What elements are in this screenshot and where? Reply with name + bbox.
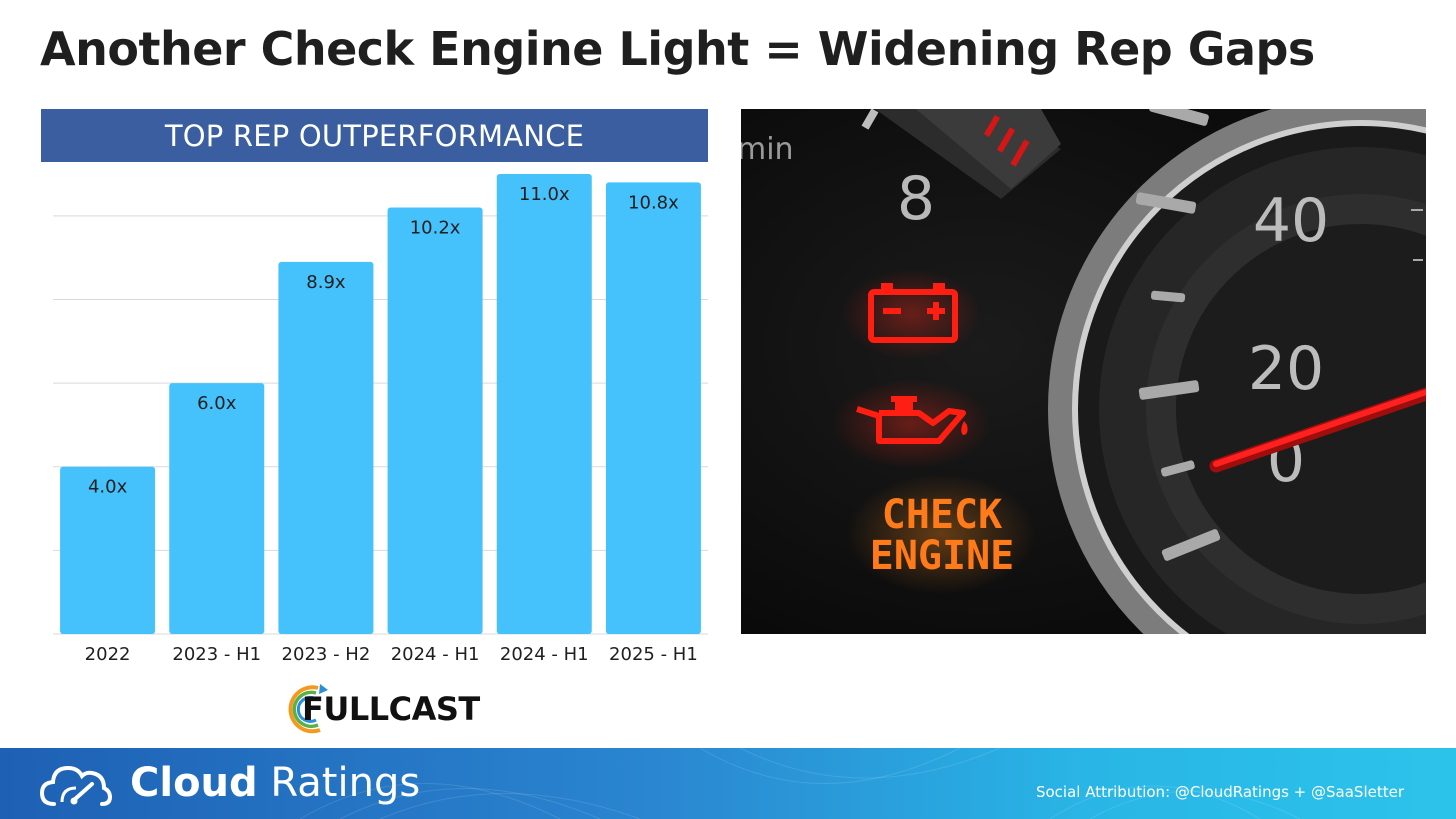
grid-lines: [53, 215, 708, 635]
data-label: 11.0x: [519, 184, 570, 205]
oil-pressure-icon: [856, 396, 968, 444]
check-engine-line1: CHECK: [882, 492, 1002, 538]
data-label: 6.0x: [197, 393, 237, 414]
fullcast-logo: FULLCAST: [286, 682, 516, 736]
data-label: 10.8x: [628, 192, 679, 213]
cloud-gauge-icon: [40, 765, 112, 806]
x-tick-label: 2023 - H2: [282, 644, 371, 665]
speedometer-needle: [1209, 387, 1426, 473]
chart-title: TOP REP OUTPERFORMANCE: [41, 109, 708, 162]
check-engine-line2: ENGINE: [870, 533, 1015, 579]
dashboard-photo: 8 min 40 20 0: [741, 109, 1426, 634]
speedometer-ticks: [1135, 109, 1221, 561]
cloud-ratings-logo: Cloud Ratings: [130, 760, 420, 806]
brand-bold: Cloud: [130, 760, 258, 806]
x-tick-label: 2024 - H1: [391, 644, 480, 665]
bar: [60, 466, 156, 634]
bar: [387, 207, 483, 635]
footer-pattern: [299, 748, 1301, 819]
bars: [60, 174, 701, 635]
bar-chart: 4.0x 6.0x 8.9x 10.2x 11.0x 10.8x 2022 2023 - H…: [53, 174, 708, 665]
dashboard-illustration: 8 min 40 20 0: [741, 109, 1426, 634]
footer-banner: Cloud Ratings Social Attribution: @Cloud…: [0, 748, 1456, 819]
x-tick-label: 2023 - H1: [172, 644, 261, 665]
bar: [496, 174, 592, 634]
x-tick-labels: 2022 2023 - H1 2023 - H2 2024 - H1 2024 - H1…: [85, 644, 698, 665]
battery-warning-icon: [868, 283, 958, 343]
data-labels: 4.0x 6.0x 8.9x 10.2x 11.0x 10.8x: [88, 184, 679, 498]
gauge-number-20: 20: [1248, 334, 1324, 404]
tachometer-redline-icon: [983, 114, 1030, 167]
bar: [278, 261, 374, 634]
data-label: 8.9x: [306, 272, 346, 293]
bar: [605, 182, 701, 634]
brand-light: Ratings: [270, 760, 421, 806]
bar: [169, 383, 265, 634]
fullcast-logo-text: FULLCAST: [302, 690, 480, 728]
gauge-number-8: 8: [897, 164, 935, 234]
x-tick-label: 2024 - H1: [500, 644, 589, 665]
gauge-number-40: 40: [1253, 186, 1329, 256]
x-tick-label: 2025 - H1: [609, 644, 698, 665]
gauge-min-label: min: [741, 132, 794, 167]
social-attribution: Social Attribution: @CloudRatings + @Saa…: [1035, 783, 1404, 801]
slide-title: Another Check Engine Light = Widening Re…: [40, 22, 1315, 76]
fullcast-swirl-icon: [288, 684, 328, 734]
x-tick-label: 2022: [85, 644, 131, 665]
data-label: 10.2x: [410, 217, 461, 238]
data-label: 4.0x: [88, 477, 128, 498]
